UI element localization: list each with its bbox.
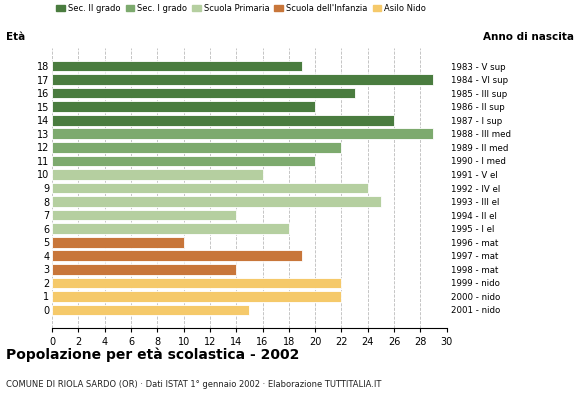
Bar [52, 183, 368, 193]
Text: COMUNE DI RIOLA SARDO (OR) · Dati ISTAT 1° gennaio 2002 · Elaborazione TUTTITALI: COMUNE DI RIOLA SARDO (OR) · Dati ISTAT … [6, 380, 381, 389]
Bar [52, 196, 381, 207]
Bar [52, 264, 236, 275]
Bar [52, 61, 302, 71]
Bar [52, 101, 315, 112]
Bar [52, 128, 433, 139]
Bar [52, 169, 263, 180]
Legend: Sec. II grado, Sec. I grado, Scuola Primaria, Scuola dell'Infanzia, Asilo Nido: Sec. II grado, Sec. I grado, Scuola Prim… [56, 4, 426, 13]
Bar [52, 223, 289, 234]
Bar [52, 74, 433, 85]
Bar [52, 210, 236, 220]
Bar [52, 156, 315, 166]
Bar [52, 142, 342, 153]
Bar [52, 278, 342, 288]
Text: Anno di nascita: Anno di nascita [483, 32, 574, 42]
Bar [52, 250, 302, 261]
Bar [52, 88, 354, 98]
Text: Età: Età [6, 32, 25, 42]
Text: Popolazione per età scolastica - 2002: Popolazione per età scolastica - 2002 [6, 348, 299, 362]
Bar [52, 291, 342, 302]
Bar [52, 115, 394, 126]
Bar [52, 305, 249, 315]
Bar [52, 237, 184, 248]
